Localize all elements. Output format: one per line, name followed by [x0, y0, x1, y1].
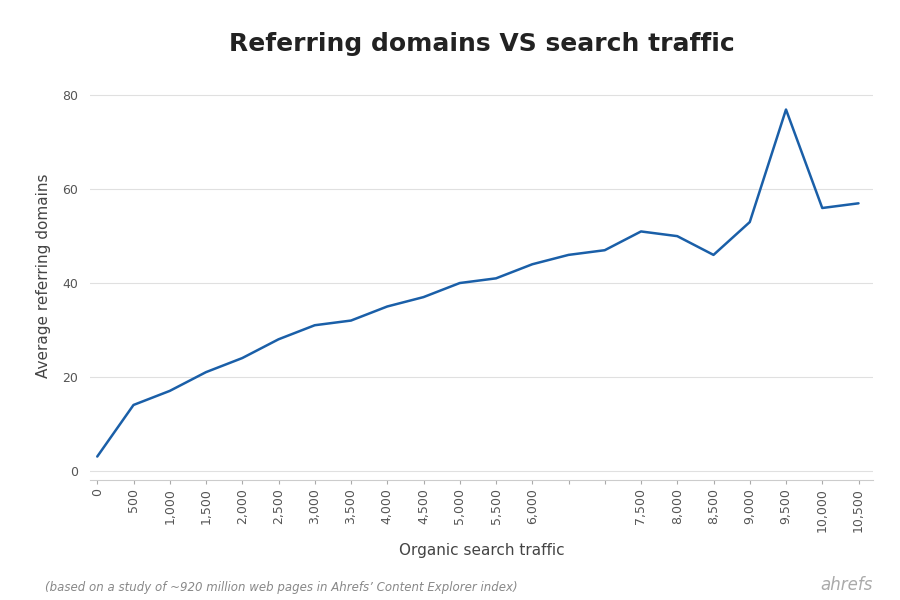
X-axis label: Organic search traffic: Organic search traffic: [399, 544, 564, 559]
Title: Referring domains VS search traffic: Referring domains VS search traffic: [229, 32, 734, 56]
Text: ahrefs: ahrefs: [821, 576, 873, 594]
Text: (based on a study of ~920 million web pages in Ahrefs’ Content Explorer index): (based on a study of ~920 million web pa…: [45, 581, 518, 594]
Y-axis label: Average referring domains: Average referring domains: [36, 174, 51, 378]
